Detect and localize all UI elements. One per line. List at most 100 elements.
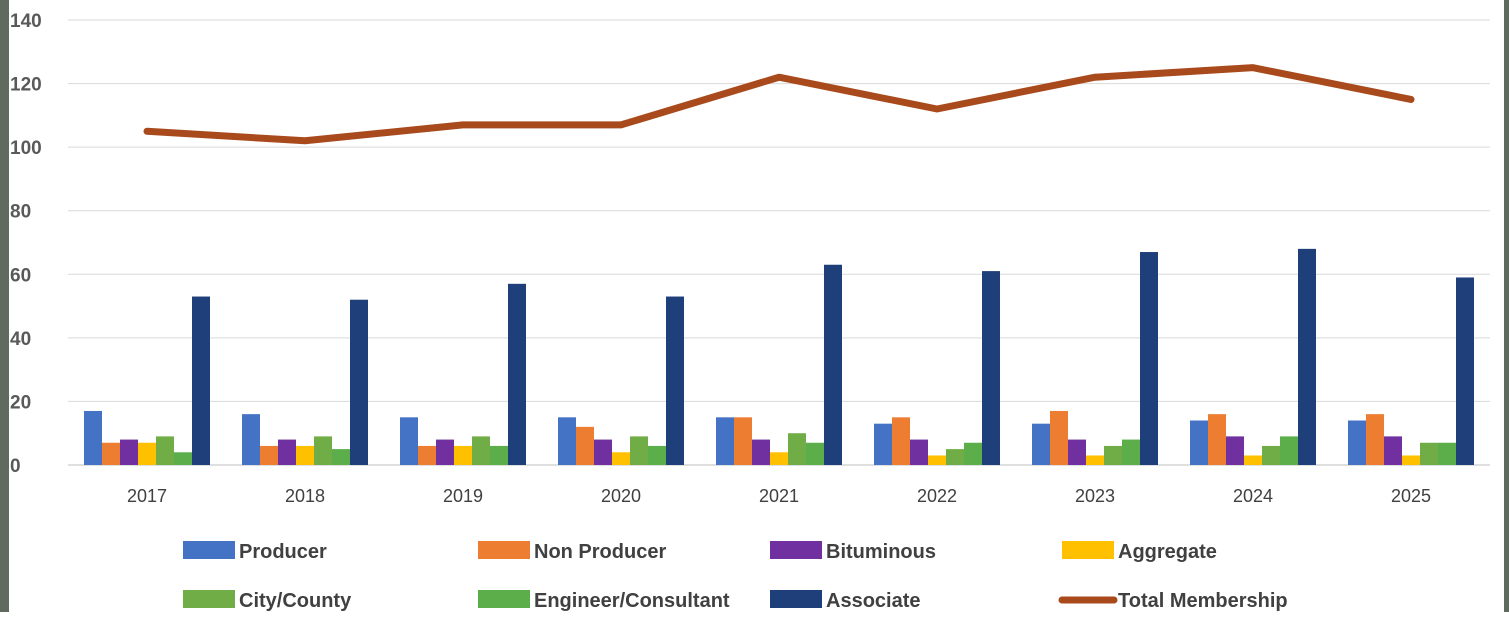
bar-aggregate-2025: [1402, 455, 1420, 465]
legend-item: Producer: [183, 541, 327, 563]
legend-swatch: [183, 590, 235, 608]
bar-bituminous-2022: [910, 440, 928, 465]
bar-non-producer-2017: [102, 443, 120, 465]
legend-label: Aggregate: [1118, 541, 1217, 563]
frame-left-border: [0, 0, 9, 612]
bar-producer-2025: [1348, 421, 1366, 466]
legend: Producer Non Producer Bituminous Aggregate C…: [183, 541, 1288, 612]
legend-item: City/County: [183, 590, 352, 612]
y-tick-label: 20: [10, 392, 31, 413]
bar-associate-2025: [1456, 277, 1474, 465]
y-tick-label: 80: [10, 202, 31, 223]
bar-associate-2023: [1140, 252, 1158, 465]
legend-label: Engineer/Consultant: [534, 590, 730, 612]
legend-swatch: [770, 590, 822, 608]
legend-swatch: [1062, 541, 1114, 559]
y-tick-label: 60: [10, 265, 31, 286]
x-tick-label: 2025: [1391, 486, 1431, 506]
bar-non-producer-2025: [1366, 414, 1384, 465]
x-tick-label: 2023: [1075, 486, 1115, 506]
bar-bituminous-2019: [436, 440, 454, 465]
bar-aggregate-2019: [454, 446, 472, 465]
bar-city-county-2024: [1262, 446, 1280, 465]
bar-city-county-2025: [1420, 443, 1438, 465]
legend-label: Total Membership: [1118, 590, 1288, 612]
legend-item: Total Membership: [1062, 590, 1288, 612]
legend-swatch: [183, 541, 235, 559]
bar-producer-2019: [400, 417, 418, 465]
x-tick-label: 2019: [443, 486, 483, 506]
bar-non-producer-2019: [418, 446, 436, 465]
bar-producer-2017: [84, 411, 102, 465]
bar-aggregate-2018: [296, 446, 314, 465]
legend-swatch: [478, 541, 530, 559]
bar-city-county-2023: [1104, 446, 1122, 465]
bar-associate-2022: [982, 271, 1000, 465]
bar-city-county-2017: [156, 436, 174, 465]
bars: [84, 249, 1474, 465]
legend-item: Non Producer: [478, 541, 666, 563]
bar-engineer-consultant-2025: [1438, 443, 1456, 465]
y-tick-label: 100: [10, 138, 42, 159]
bar-aggregate-2024: [1244, 455, 1262, 465]
bar-associate-2017: [192, 297, 210, 465]
bar-aggregate-2017: [138, 443, 156, 465]
bar-aggregate-2020: [612, 452, 630, 465]
x-tick-label: 2018: [285, 486, 325, 506]
bar-city-county-2018: [314, 436, 332, 465]
frame-right-border: [1504, 0, 1509, 612]
x-tick-label: 2020: [601, 486, 641, 506]
bar-bituminous-2017: [120, 440, 138, 465]
legend-item: Associate: [770, 590, 921, 612]
bar-engineer-consultant-2023: [1122, 440, 1140, 465]
bar-city-county-2020: [630, 436, 648, 465]
bar-engineer-consultant-2021: [806, 443, 824, 465]
bar-producer-2024: [1190, 421, 1208, 466]
legend-label: Associate: [826, 590, 921, 612]
y-tick-label: 140: [10, 11, 42, 32]
bar-non-producer-2018: [260, 446, 278, 465]
x-axis-ticks: 2017 2018 2019 2020 2021 2022 2023 2024 2025: [127, 486, 1431, 506]
bar-producer-2018: [242, 414, 260, 465]
legend-swatch: [770, 541, 822, 559]
bar-engineer-consultant-2020: [648, 446, 666, 465]
legend-item: Bituminous: [770, 541, 936, 563]
x-tick-label: 2021: [759, 486, 799, 506]
y-tick-label: 40: [10, 329, 31, 350]
bar-aggregate-2023: [1086, 455, 1104, 465]
bar-aggregate-2022: [928, 455, 946, 465]
bar-bituminous-2018: [278, 440, 296, 465]
legend-swatch: [478, 590, 530, 608]
legend-label: Bituminous: [826, 541, 936, 563]
bar-engineer-consultant-2022: [964, 443, 982, 465]
x-tick-label: 2024: [1233, 486, 1273, 506]
y-tick-label: 120: [10, 75, 42, 96]
x-tick-label: 2022: [917, 486, 957, 506]
bar-city-county-2019: [472, 436, 490, 465]
bar-aggregate-2021: [770, 452, 788, 465]
legend-label: City/County: [239, 590, 352, 612]
bar-bituminous-2025: [1384, 436, 1402, 465]
bar-city-county-2022: [946, 449, 964, 465]
bar-non-producer-2022: [892, 417, 910, 465]
bar-associate-2021: [824, 265, 842, 465]
y-axis-ticks: 0 20 40 60 80 100 120 140: [10, 11, 42, 477]
y-tick-label: 0: [10, 456, 21, 477]
bar-bituminous-2024: [1226, 436, 1244, 465]
bar-associate-2024: [1298, 249, 1316, 465]
bar-associate-2020: [666, 297, 684, 465]
bar-producer-2021: [716, 417, 734, 465]
x-tick-label: 2017: [127, 486, 167, 506]
total-membership-line: [147, 68, 1411, 141]
bar-non-producer-2020: [576, 427, 594, 465]
bar-engineer-consultant-2018: [332, 449, 350, 465]
bar-bituminous-2023: [1068, 440, 1086, 465]
legend-item: Engineer/Consultant: [478, 590, 730, 612]
bar-non-producer-2023: [1050, 411, 1068, 465]
bar-associate-2018: [350, 300, 368, 465]
line-total-membership: [147, 68, 1411, 141]
legend-item: Aggregate: [1062, 541, 1217, 563]
bar-producer-2022: [874, 424, 892, 465]
